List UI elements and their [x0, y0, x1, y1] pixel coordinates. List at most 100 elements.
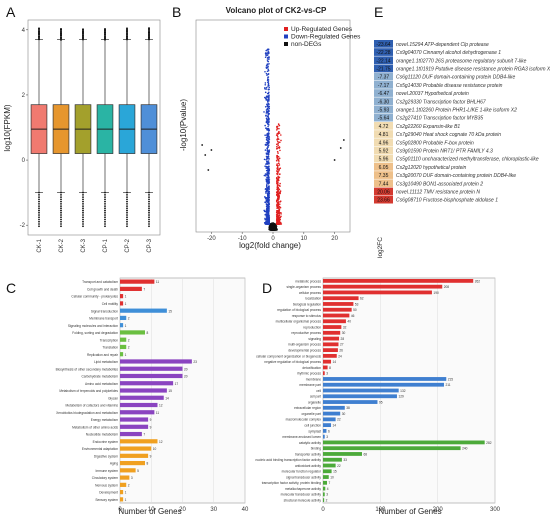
boxplot-outlier: [38, 211, 40, 214]
volcano-point-up: [279, 192, 282, 195]
volcano-point-down: [268, 86, 271, 89]
go-category-label: extracellular region: [294, 406, 321, 410]
boxplot-outlier: [148, 198, 150, 201]
go-bar: [323, 313, 350, 318]
go-bar-value: 28: [341, 337, 345, 341]
kegg-xlabel: Number of Genes: [118, 507, 181, 516]
boxplot-outlier: [126, 27, 128, 30]
go-category-label: reproduction: [303, 325, 321, 329]
volcano-point-up: [276, 197, 279, 200]
kegg-bar-value: 15: [168, 309, 172, 313]
volcano-point-down: [267, 160, 270, 162]
heatmap-value: -21.75: [376, 67, 390, 73]
volcano-point-up: [276, 204, 279, 207]
kegg-bar-value: 1: [125, 302, 127, 306]
kegg-bar: [120, 410, 155, 415]
heatmap-cell: [374, 97, 393, 106]
kegg-bar: [120, 315, 127, 321]
volcano-point-up: [278, 169, 280, 172]
volcano-point-down: [268, 135, 270, 138]
volcano-point: [333, 159, 336, 161]
go-category-label: negative regulation of biological proces…: [264, 360, 321, 364]
kegg-bar-value: 2: [128, 483, 130, 487]
boxplot-outlier: [104, 211, 106, 214]
kegg-xtick-label: 40: [242, 507, 249, 513]
kegg-bar-value: 1: [125, 498, 127, 502]
kegg-bar: [120, 446, 152, 451]
volcano-point-up: [277, 183, 279, 186]
volcano-point-down: [267, 125, 269, 128]
volcano-point-down: [264, 213, 266, 216]
go-category-label: transcription factor activity, protein b…: [262, 481, 322, 485]
boxplot-outlier: [126, 209, 128, 212]
volcano-point-down: [266, 56, 269, 59]
volcano-point-down: [268, 94, 270, 96]
panel-letter-a: A: [6, 4, 16, 20]
volcano-point-down: [266, 105, 268, 107]
go-bar: [323, 353, 337, 358]
boxplot-outlier: [82, 200, 84, 203]
volcano-point-up: [277, 195, 280, 197]
go-category-label: membrane: [306, 377, 321, 381]
go-category-label: binding: [311, 447, 322, 451]
volcano-point-down: [265, 72, 268, 75]
kegg-bar: [120, 388, 167, 393]
kegg-category-label: Transport and catabolism: [82, 280, 118, 284]
boxplot-outlier: [104, 198, 106, 201]
go-category-label: molecular transducer activity: [281, 493, 322, 497]
volcano-point-up: [277, 138, 280, 141]
kegg-category-label: Cellular community - prokaryotes: [71, 295, 118, 299]
go-bar-value: 8: [329, 366, 331, 370]
volcano-point-down: [268, 157, 270, 160]
volcano-point-down: [268, 169, 271, 172]
go-category-label: detoxification: [302, 366, 321, 370]
volcano-point: [339, 147, 342, 149]
boxplot-outlier: [148, 207, 150, 210]
volcano-point-down: [263, 158, 266, 161]
kegg-bar-value: 2: [128, 317, 130, 321]
boxplot-ytick-label: 2: [22, 93, 26, 99]
volcano-point-up: [276, 194, 278, 196]
volcano-point-down: [267, 179, 269, 181]
go-bar-value: 14: [333, 424, 337, 428]
volcano-point-up: [279, 222, 281, 225]
volcano-point-down: [264, 165, 266, 167]
kegg-bar-value: 7: [143, 433, 145, 437]
kegg-bar-value: 12: [159, 404, 163, 408]
volcano-point-down: [265, 88, 267, 90]
boxplot-outlier: [82, 34, 84, 36]
volcano-point-up: [276, 145, 278, 148]
boxplot-outlier: [104, 223, 106, 225]
boxplot-outlier: [148, 200, 150, 203]
volcano-point-down: [264, 124, 266, 127]
kegg-bar-value: 11: [156, 411, 160, 415]
volcano-point-down: [268, 58, 270, 60]
boxplot-category-label: CK-2: [59, 238, 65, 252]
boxplot-outlier: [60, 198, 62, 201]
go-category-label: molecular function regulator: [282, 470, 322, 474]
boxplot-outlier: [126, 205, 128, 207]
volcano-point-up: [276, 186, 279, 189]
volcano-point-down: [268, 110, 270, 113]
go-category-label: cellular component organization or bioge…: [256, 354, 321, 358]
go-bar-value: 208: [444, 285, 450, 289]
go-category-label: membrane part: [299, 383, 321, 387]
go-bar: [323, 388, 399, 393]
volcano-xtick-label: 0: [271, 236, 275, 242]
volcano-point-down: [267, 65, 269, 68]
volcano-point-up: [277, 155, 280, 158]
kegg-bar: [120, 308, 167, 313]
volcano-point-up: [277, 204, 280, 207]
volcano-legend-swatch: [284, 34, 288, 39]
volcano-legend-entry: Down-Regulated Genes: [291, 34, 361, 41]
boxplot-outlier: [148, 211, 150, 214]
kegg-category-label: Cell motility: [102, 302, 119, 306]
volcano-point-up: [276, 140, 279, 143]
boxplot-panel: log10(FPKM) -2 0 2 4 CK-1 CK-2 CK-3 CP-1 CP-2 CP-…: [3, 19, 161, 253]
volcano-point-down: [267, 51, 269, 54]
volcano-point-up: [277, 142, 279, 145]
kegg-category-label: Cell growth and death: [87, 287, 118, 291]
volcano-point: [274, 229, 277, 231]
volcano-point-down: [266, 177, 268, 179]
